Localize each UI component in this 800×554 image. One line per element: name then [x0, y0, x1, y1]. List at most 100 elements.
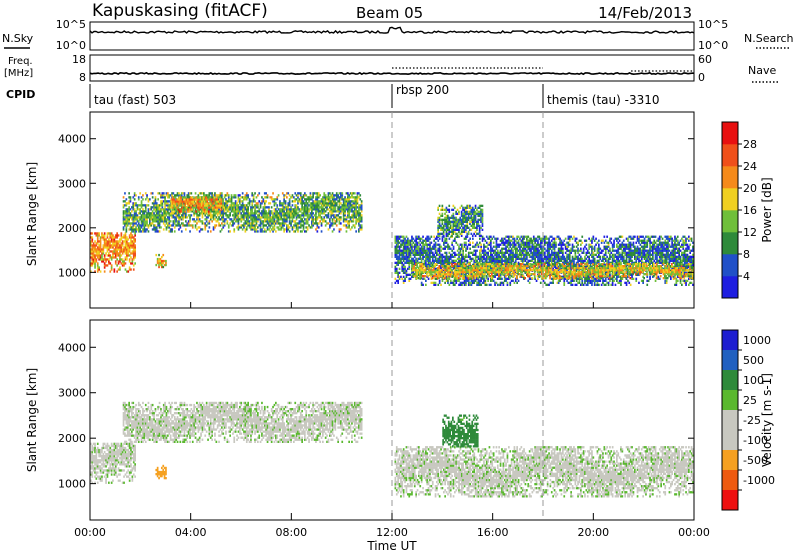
- heatmap-cell: [142, 228, 144, 231]
- heatmap-cell: [291, 208, 294, 211]
- heatmap-cell: [413, 259, 416, 262]
- heatmap-cell: [342, 198, 345, 201]
- heatmap-cell: [291, 210, 294, 213]
- heatmap-cell: [319, 194, 321, 197]
- heatmap-cell: [553, 247, 556, 250]
- heatmap-cell: [548, 259, 550, 262]
- heatmap-cell: [262, 226, 265, 229]
- heatmap-cell: [159, 257, 162, 261]
- heatmap-cell: [179, 226, 182, 229]
- heatmap-cell: [472, 251, 474, 254]
- heatmap-cell: [247, 210, 249, 213]
- heatmap-cell: [302, 214, 305, 217]
- heatmap-cell: [395, 241, 398, 244]
- heatmap-cell: [304, 212, 306, 215]
- heatmap-cell: [110, 256, 113, 259]
- heatmap-cell: [566, 245, 568, 248]
- heatmap-cell: [259, 212, 262, 215]
- heatmap-cell: [452, 283, 455, 286]
- heatmap-cell: [308, 196, 310, 199]
- heatmap-cell: [161, 216, 164, 219]
- heatmap-cell: [233, 216, 236, 219]
- heatmap-cell: [495, 237, 498, 240]
- heatmap-cell: [298, 192, 301, 195]
- heatmap-cell: [347, 192, 349, 195]
- heatmap-cell: [510, 243, 513, 246]
- heatmap-cell: [502, 239, 505, 242]
- heatmap-cell: [265, 216, 267, 219]
- heatmap-cell: [462, 249, 464, 252]
- heatmap-cell: [562, 243, 564, 246]
- heatmap-cell: [564, 257, 567, 260]
- heatmap-cell: [96, 246, 99, 249]
- heatmap-cell: [567, 253, 570, 256]
- heatmap-cell: [338, 222, 341, 225]
- heatmap-cell: [241, 200, 244, 203]
- heatmap-cell: [465, 279, 467, 282]
- heatmap-cell: [245, 214, 248, 217]
- heatmap-cell: [491, 249, 494, 252]
- heatmap-cell: [555, 265, 557, 268]
- heatmap-cell: [171, 228, 173, 231]
- heatmap-cell: [465, 253, 467, 256]
- heatmap-cell: [117, 234, 120, 237]
- heatmap-cell: [139, 208, 141, 211]
- heatmap-cell: [434, 237, 437, 240]
- heatmap-cell: [137, 208, 140, 211]
- heatmap-cell: [485, 235, 488, 238]
- heatmap-cell: [422, 241, 424, 244]
- heatmap-cell: [338, 212, 341, 215]
- heatmap-cell: [161, 204, 164, 207]
- heatmap-cell: [521, 253, 524, 256]
- heatmap-cell: [306, 202, 309, 205]
- heatmap-cell: [102, 236, 105, 239]
- heatmap-cell: [175, 224, 177, 227]
- heatmap-cell: [581, 281, 584, 284]
- heatmap-cell: [182, 214, 184, 217]
- heatmap-cell: [441, 279, 444, 282]
- heatmap-cell: [277, 222, 280, 225]
- heatmap-cell: [305, 208, 308, 211]
- heatmap-cell: [162, 218, 165, 221]
- heatmap-cell: [542, 237, 545, 240]
- heatmap-cell: [505, 265, 507, 268]
- heatmap-cell: [445, 253, 448, 256]
- heatmap-cell: [121, 248, 124, 251]
- heatmap-cell: [178, 228, 180, 231]
- heatmap-cell: [461, 259, 463, 262]
- heatmap-cell: [254, 206, 256, 209]
- heatmap-cell: [143, 226, 146, 229]
- heatmap-cell: [542, 279, 545, 282]
- heatmap-cell: [216, 208, 218, 211]
- heatmap-cell: [257, 218, 259, 221]
- heatmap-cell: [276, 210, 279, 213]
- heatmap-cell: [124, 192, 126, 195]
- heatmap-cell: [129, 228, 132, 231]
- heatmap-cell: [161, 261, 163, 265]
- heatmap-cell: [402, 243, 405, 246]
- heatmap-cell: [178, 220, 180, 223]
- heatmap-cell: [290, 196, 292, 199]
- heatmap-cell: [211, 194, 213, 197]
- heatmap-cell: [481, 281, 484, 284]
- heatmap-cell: [265, 192, 267, 195]
- nsearch-label: N.Search: [744, 32, 794, 45]
- heatmap-cell: [347, 216, 349, 219]
- heatmap-cell: [425, 237, 427, 240]
- heatmap-cell: [510, 235, 513, 238]
- heatmap-cell: [546, 247, 549, 250]
- heatmap-cell: [170, 198, 173, 201]
- heatmap-cell: [537, 259, 539, 262]
- heatmap-cell: [268, 212, 270, 215]
- heatmap-cell: [175, 218, 177, 221]
- heatmap-cell: [324, 200, 327, 203]
- heatmap-cell: [560, 245, 563, 248]
- heatmap-cell: [109, 254, 112, 257]
- heatmap-cell: [537, 239, 539, 242]
- heatmap-cell: [535, 255, 538, 258]
- heatmap-cell: [218, 218, 220, 221]
- heatmap-cell: [427, 247, 430, 250]
- heatmap-cell: [412, 241, 415, 244]
- heatmap-cell: [549, 255, 552, 258]
- heatmap-cell: [221, 214, 223, 217]
